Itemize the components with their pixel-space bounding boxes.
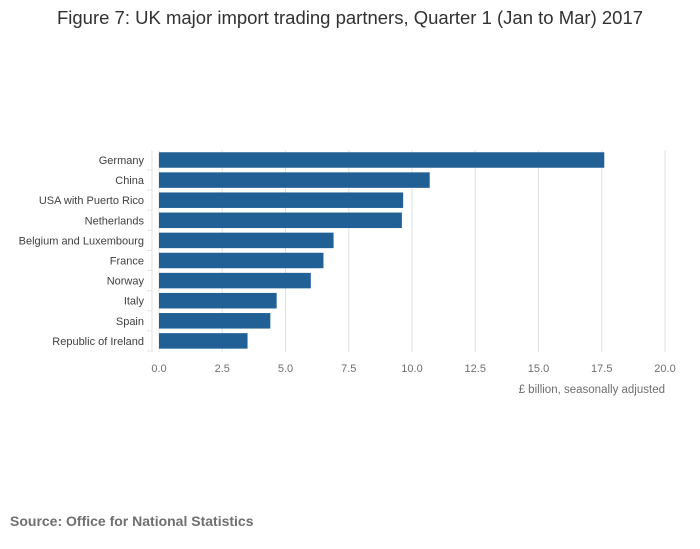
category-labels: Germany China USA with Puerto Rico Netherla… <box>19 155 145 348</box>
x-tick-label: 20.0 <box>654 363 675 375</box>
category-label: Italy <box>124 296 145 308</box>
bar <box>159 192 404 208</box>
category-label: Belgium and Luxembourg <box>19 235 144 247</box>
bar <box>159 212 402 229</box>
category-label: Spain <box>116 316 144 328</box>
category-label: Norway <box>107 276 145 288</box>
x-tick-label: 2.5 <box>215 363 230 375</box>
x-tick-label: 12.5 <box>465 363 486 375</box>
gridlines <box>147 150 666 352</box>
category-label: China <box>115 175 145 187</box>
x-tick-label: 7.5 <box>341 363 356 375</box>
source-note: Source: Office for National Statistics <box>10 513 254 529</box>
chart-title: Figure 7: UK major import trading partne… <box>56 7 644 28</box>
bar <box>159 172 430 188</box>
bar <box>159 292 277 309</box>
bar <box>159 272 311 289</box>
x-axis-title: £ billion, seasonally adjusted <box>519 384 665 396</box>
bar <box>159 152 605 168</box>
x-tick-label: 17.5 <box>591 363 612 375</box>
x-axis-ticks: 0.0 2.5 5.0 7.5 10.0 12.5 15.0 17.5 20.0 <box>151 363 675 375</box>
x-tick-label: 10.0 <box>401 363 422 375</box>
x-tick-label: 15.0 <box>528 363 549 375</box>
bars <box>159 152 605 349</box>
bar <box>159 333 248 349</box>
category-label: Netherlands <box>85 215 145 227</box>
x-tick-label: 0.0 <box>151 363 166 375</box>
bar <box>159 252 324 269</box>
category-label: USA with Puerto Rico <box>39 195 144 207</box>
bar <box>159 232 334 249</box>
category-label: Republic of Ireland <box>52 336 144 348</box>
category-label: Germany <box>99 155 145 167</box>
x-tick-label: 5.0 <box>278 363 293 375</box>
bar <box>159 313 271 329</box>
category-label: France <box>110 256 144 268</box>
